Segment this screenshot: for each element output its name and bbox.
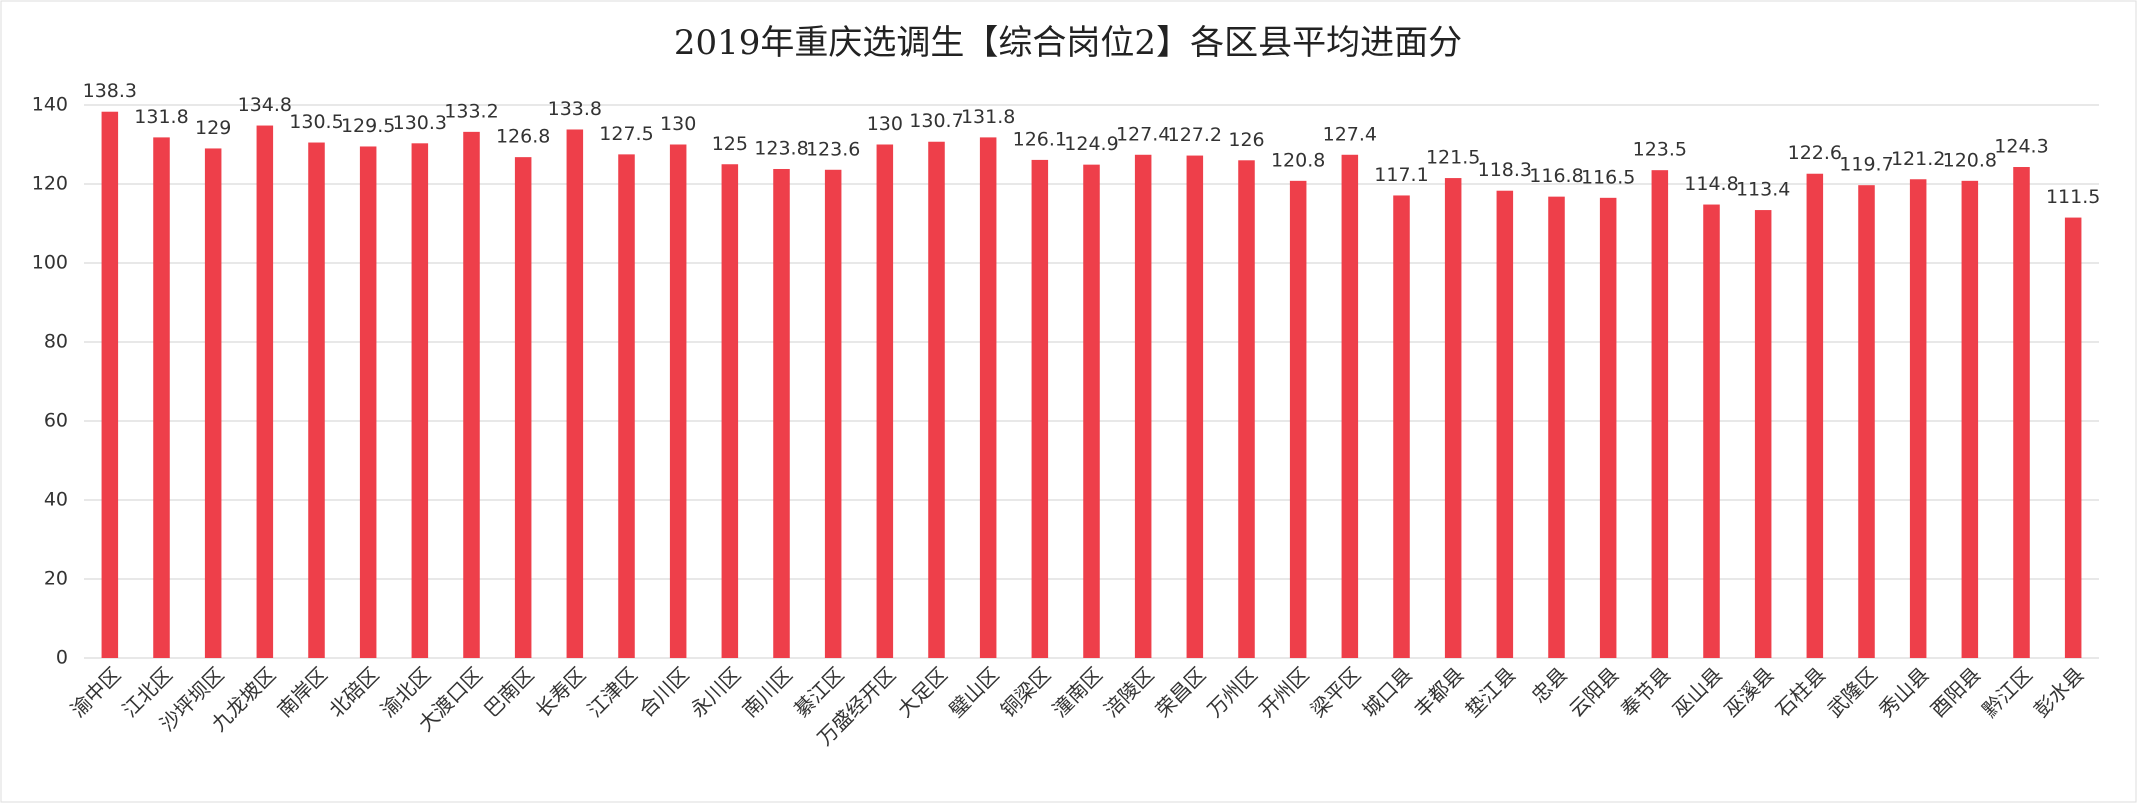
bar xyxy=(1031,159,1049,658)
y-tick-label: 40 xyxy=(44,489,68,511)
bar xyxy=(1393,195,1410,658)
value-label: 126.1 xyxy=(1013,128,1067,150)
value-label: 117.1 xyxy=(1374,164,1428,186)
y-tick-label: 140 xyxy=(32,94,68,116)
value-label: 133.2 xyxy=(444,100,498,122)
bar xyxy=(824,169,842,658)
value-label: 113.4 xyxy=(1736,179,1790,201)
value-label: 130.7 xyxy=(909,110,963,132)
bar xyxy=(1238,160,1255,659)
bar xyxy=(669,144,687,658)
y-tick-label: 20 xyxy=(44,568,68,590)
value-label: 130 xyxy=(867,113,903,135)
bar xyxy=(618,154,635,658)
bar xyxy=(1858,185,1875,658)
value-label: 121.5 xyxy=(1426,147,1480,169)
bar xyxy=(359,146,377,658)
bar xyxy=(1548,196,1565,658)
value-label: 130.5 xyxy=(289,111,343,133)
bar xyxy=(1651,170,1669,659)
bar xyxy=(1134,154,1152,658)
value-label: 131.8 xyxy=(134,106,188,128)
bar xyxy=(928,141,945,659)
value-label: 126.8 xyxy=(496,126,550,148)
bar xyxy=(566,129,584,659)
bar xyxy=(1496,190,1514,658)
value-label: 120.8 xyxy=(1271,149,1325,171)
value-label: 126 xyxy=(1228,129,1264,151)
value-label: 124.3 xyxy=(1994,136,2048,158)
value-label: 125 xyxy=(712,133,748,155)
bar xyxy=(411,143,429,658)
value-label: 134.8 xyxy=(238,94,292,116)
bar xyxy=(1754,210,1772,658)
value-label: 116.8 xyxy=(1529,165,1583,187)
value-label: 130.3 xyxy=(393,112,447,134)
value-label: 121.2 xyxy=(1891,148,1945,170)
chart-title: 2019年重庆选调生【综合岗位2】各区县平均进面分 xyxy=(674,23,1462,63)
value-label: 120.8 xyxy=(1943,149,1997,171)
value-label: 123.6 xyxy=(806,138,860,160)
bar xyxy=(2013,167,2030,658)
bar xyxy=(721,164,739,658)
value-label: 131.8 xyxy=(961,106,1015,128)
bar xyxy=(1341,154,1359,658)
bar xyxy=(256,125,274,659)
y-tick-label: 0 xyxy=(56,647,68,669)
value-label: 127.2 xyxy=(1168,124,1222,146)
bar xyxy=(1909,179,1927,658)
value-label: 118.3 xyxy=(1478,159,1532,181)
bar xyxy=(979,137,997,658)
bar xyxy=(1703,204,1720,659)
bar xyxy=(773,168,790,659)
bar xyxy=(2064,217,2082,658)
value-label: 127.4 xyxy=(1116,123,1170,145)
value-label: 123.5 xyxy=(1633,139,1687,161)
bar xyxy=(876,144,894,658)
value-label: 119.7 xyxy=(1839,154,1893,176)
bar xyxy=(1806,173,1824,659)
value-label: 116.5 xyxy=(1581,166,1635,188)
y-tick-label: 60 xyxy=(44,410,68,432)
value-label: 124.9 xyxy=(1064,133,1118,155)
bar xyxy=(308,142,325,658)
bar xyxy=(1186,155,1204,658)
bar xyxy=(1289,180,1307,658)
value-label: 111.5 xyxy=(2046,186,2100,208)
value-label: 129 xyxy=(195,117,231,139)
value-label: 122.6 xyxy=(1788,142,1842,164)
value-label: 129.5 xyxy=(341,115,395,137)
value-label: 123.8 xyxy=(754,137,808,159)
value-label: 138.3 xyxy=(83,80,137,102)
y-tick-label: 120 xyxy=(32,173,68,195)
value-label: 127.4 xyxy=(1323,123,1377,145)
y-tick-label: 80 xyxy=(44,331,68,353)
bar xyxy=(101,111,119,659)
bar xyxy=(1599,197,1617,658)
value-label: 133.8 xyxy=(548,98,602,120)
bar xyxy=(514,157,532,658)
bar xyxy=(153,137,170,658)
y-tick-label: 100 xyxy=(32,252,68,274)
bar xyxy=(1083,164,1100,658)
bar xyxy=(1961,180,1979,658)
bar xyxy=(463,131,480,659)
bar xyxy=(1444,178,1462,658)
value-label: 130 xyxy=(660,113,696,135)
bar xyxy=(204,148,222,658)
value-label: 114.8 xyxy=(1684,173,1738,195)
value-label: 127.5 xyxy=(599,123,653,145)
